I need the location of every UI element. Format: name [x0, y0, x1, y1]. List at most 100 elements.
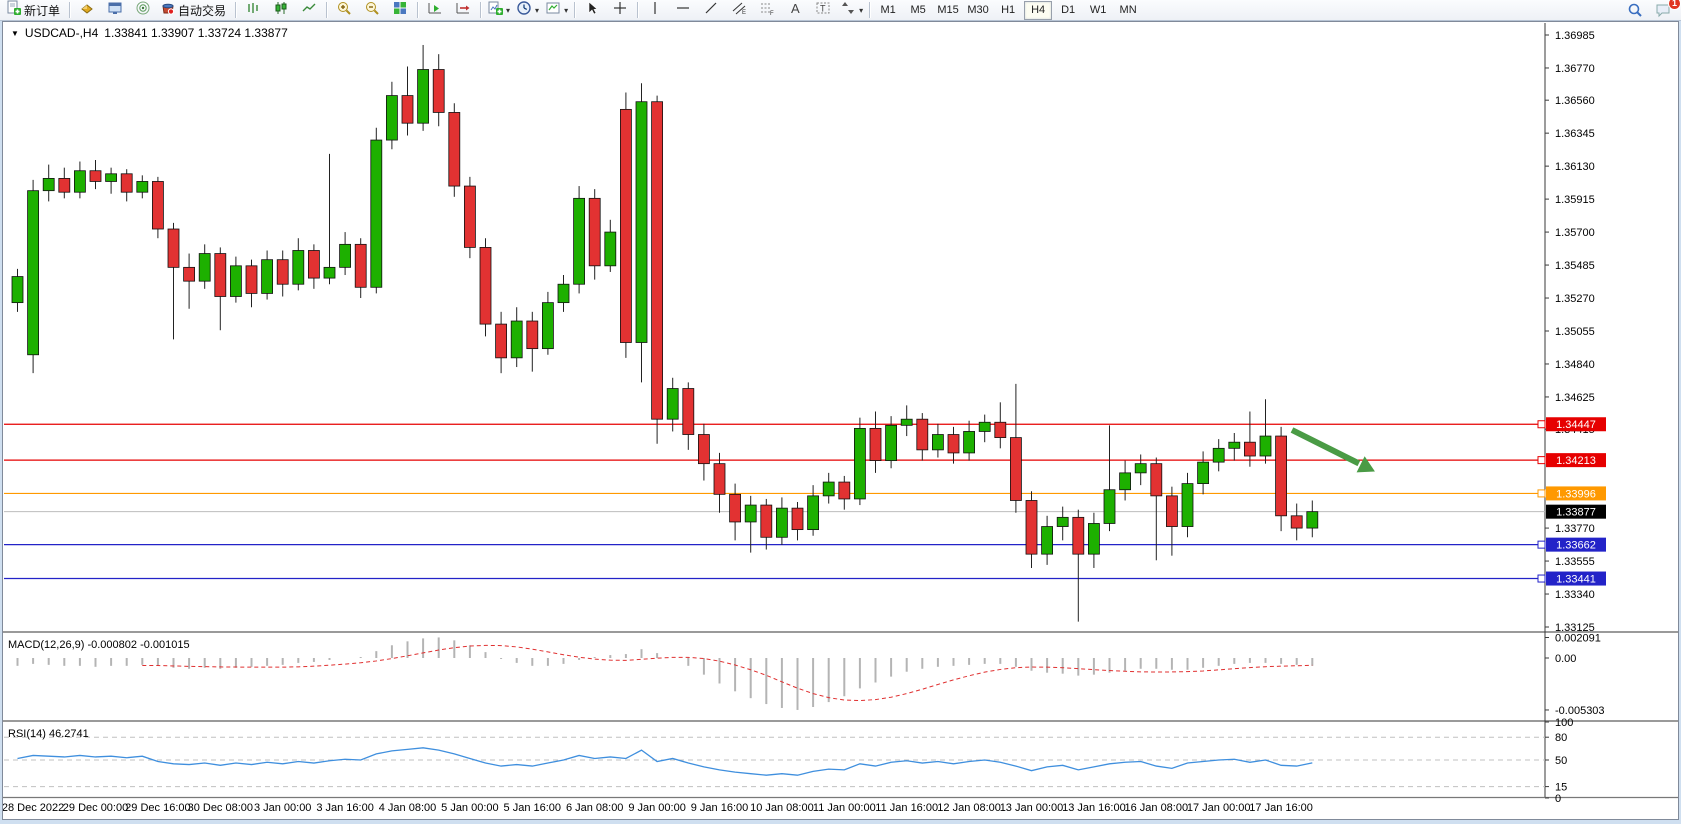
cursor-button[interactable]: [578, 0, 606, 21]
candle-bearish: [526, 320, 539, 350]
horizontal-line-button[interactable]: [669, 0, 697, 21]
timeframe-h4-button[interactable]: H4: [1024, 0, 1053, 20]
trend-arrow-line[interactable]: [1290, 427, 1361, 467]
data-window-button[interactable]: [101, 0, 129, 21]
price-level-anchor[interactable]: [1537, 540, 1546, 549]
templates-button[interactable]: ▾: [542, 0, 571, 21]
time-axis-label: 13 Jan 00:00: [1000, 802, 1064, 814]
toolbar-separator: [480, 2, 482, 18]
chevron-down-icon[interactable]: ▾: [859, 5, 864, 15]
zoom-out-button[interactable]: [358, 0, 386, 21]
timeframe-w1-button[interactable]: W1: [1089, 4, 1107, 16]
candle-bullish: [557, 283, 570, 304]
line-chart-button[interactable]: [295, 0, 323, 21]
signals-button[interactable]: [129, 0, 157, 21]
timeframe-m30-button[interactable]: M30: [967, 4, 989, 16]
autotrading-button[interactable]: 自动交易: [157, 0, 232, 21]
candle-bearish: [151, 181, 164, 230]
tile-windows-button[interactable]: [386, 0, 414, 21]
price-level-anchor[interactable]: [1537, 456, 1546, 465]
time-axis-label: 10 Jan 08:00: [750, 802, 814, 814]
price-level-badge-label: 1.34213: [1556, 455, 1596, 467]
chart-dropdown-icon[interactable]: ▼: [11, 28, 19, 38]
current-price-badge: [1546, 504, 1606, 519]
timeframe-m5-button[interactable]: M5: [910, 4, 926, 16]
text-button[interactable]: A: [781, 0, 809, 21]
equidistant-channel-button[interactable]: E: [725, 0, 753, 21]
candle-bearish: [58, 177, 71, 193]
chevron-down-icon[interactable]: ▾: [506, 5, 511, 15]
candle-bullish: [385, 95, 398, 141]
rsi-tick-label: 100: [1555, 717, 1573, 729]
toolbar-separator: [69, 2, 71, 18]
candle-bullish: [1119, 472, 1131, 491]
timeframe-h1-button[interactable]: H1: [1001, 4, 1016, 16]
chart-title: ▼ USDCAD-,H4 1.33841 1.33907 1.33724 1.3…: [11, 26, 288, 40]
candle-bullish: [74, 170, 86, 193]
macd-signal-line: [142, 644, 1313, 702]
timeframe-m1-button[interactable]: M1: [880, 4, 896, 16]
price-tick-label: 1.33555: [1555, 556, 1595, 568]
trend-arrow-head[interactable]: [1356, 456, 1375, 473]
search-button[interactable]: [1621, 0, 1649, 21]
price-level-badge-label: 1.33996: [1556, 488, 1596, 500]
rsi-tick-label: 15: [1555, 782, 1567, 794]
arrows-button[interactable]: ▾: [837, 0, 866, 21]
chevron-down-icon[interactable]: ▾: [564, 5, 569, 15]
candle-bearish: [1244, 441, 1256, 457]
chart-shift-button[interactable]: [449, 0, 477, 21]
timeframe-mn-button[interactable]: MN: [1119, 4, 1137, 16]
candle-bullish: [1181, 483, 1194, 527]
chevron-down-icon[interactable]: ▾: [535, 5, 540, 15]
macd-tick-label: 0.00: [1555, 653, 1576, 665]
candle-bearish: [495, 323, 508, 359]
candle-bullish: [417, 69, 430, 124]
periods-button[interactable]: ▾: [513, 0, 542, 21]
candle-bearish: [276, 259, 289, 285]
price-level-anchor[interactable]: [1537, 489, 1546, 498]
indicators-button[interactable]: ▾: [484, 0, 513, 21]
text-label-button[interactable]: T: [809, 0, 837, 21]
candle-bullish: [42, 177, 55, 192]
candle-bearish: [307, 250, 320, 279]
new-order-button[interactable]: 新订单: [3, 0, 66, 21]
price-level-badge: [1546, 537, 1606, 552]
candle-bearish: [791, 507, 804, 531]
timeframe-d1-button[interactable]: D1: [1061, 4, 1076, 16]
signals-icon: [135, 0, 151, 21]
svg-text:T: T: [820, 3, 826, 13]
macd-tick-label: 0.002091: [1555, 633, 1601, 645]
vertical-line-button[interactable]: [641, 0, 669, 21]
candle-bearish: [729, 493, 741, 523]
timeframe-m15-button[interactable]: M15: [937, 4, 959, 16]
notification-badge: 1: [1668, 0, 1681, 10]
toolbar-separator: [235, 2, 237, 18]
notifications-button[interactable]: 1: [1649, 0, 1681, 21]
price-level-badge: [1546, 417, 1606, 432]
candle-bullish: [1306, 511, 1319, 529]
candle-bullish: [339, 243, 352, 268]
crosshair-button[interactable]: [606, 0, 634, 21]
trend-line-button[interactable]: [697, 0, 725, 21]
candle-bearish: [588, 197, 601, 267]
candle-bullish: [900, 418, 913, 426]
price-level-anchor[interactable]: [1537, 420, 1546, 429]
chart-canvas[interactable]: 1.36985 1.36770 1.36560 1.36345 1.36130 1.359…: [3, 22, 1678, 819]
candle-bearish: [869, 427, 882, 461]
fibonacci-button[interactable]: F: [753, 0, 781, 21]
candle-bearish: [713, 463, 726, 495]
cursor-icon: [584, 0, 600, 21]
price-level-anchor[interactable]: [1537, 574, 1546, 583]
price-tick-label: 1.35915: [1555, 194, 1595, 206]
time-axis-label: 17 Jan 00:00: [1187, 802, 1251, 814]
market-watch-button[interactable]: [73, 0, 101, 21]
bar-chart-button[interactable]: [239, 0, 267, 21]
candle-chart-button[interactable]: [267, 0, 295, 21]
zoom-in-button[interactable]: [330, 0, 358, 21]
candle-chart-icon: [273, 0, 289, 21]
price-tick-label: 1.36985: [1555, 30, 1595, 42]
candle-bullish: [854, 427, 866, 500]
time-axis-label: 30 Dec 08:00: [188, 802, 253, 814]
time-axis-label: 3 Jan 00:00: [254, 802, 312, 814]
auto-scroll-button[interactable]: [421, 0, 449, 21]
